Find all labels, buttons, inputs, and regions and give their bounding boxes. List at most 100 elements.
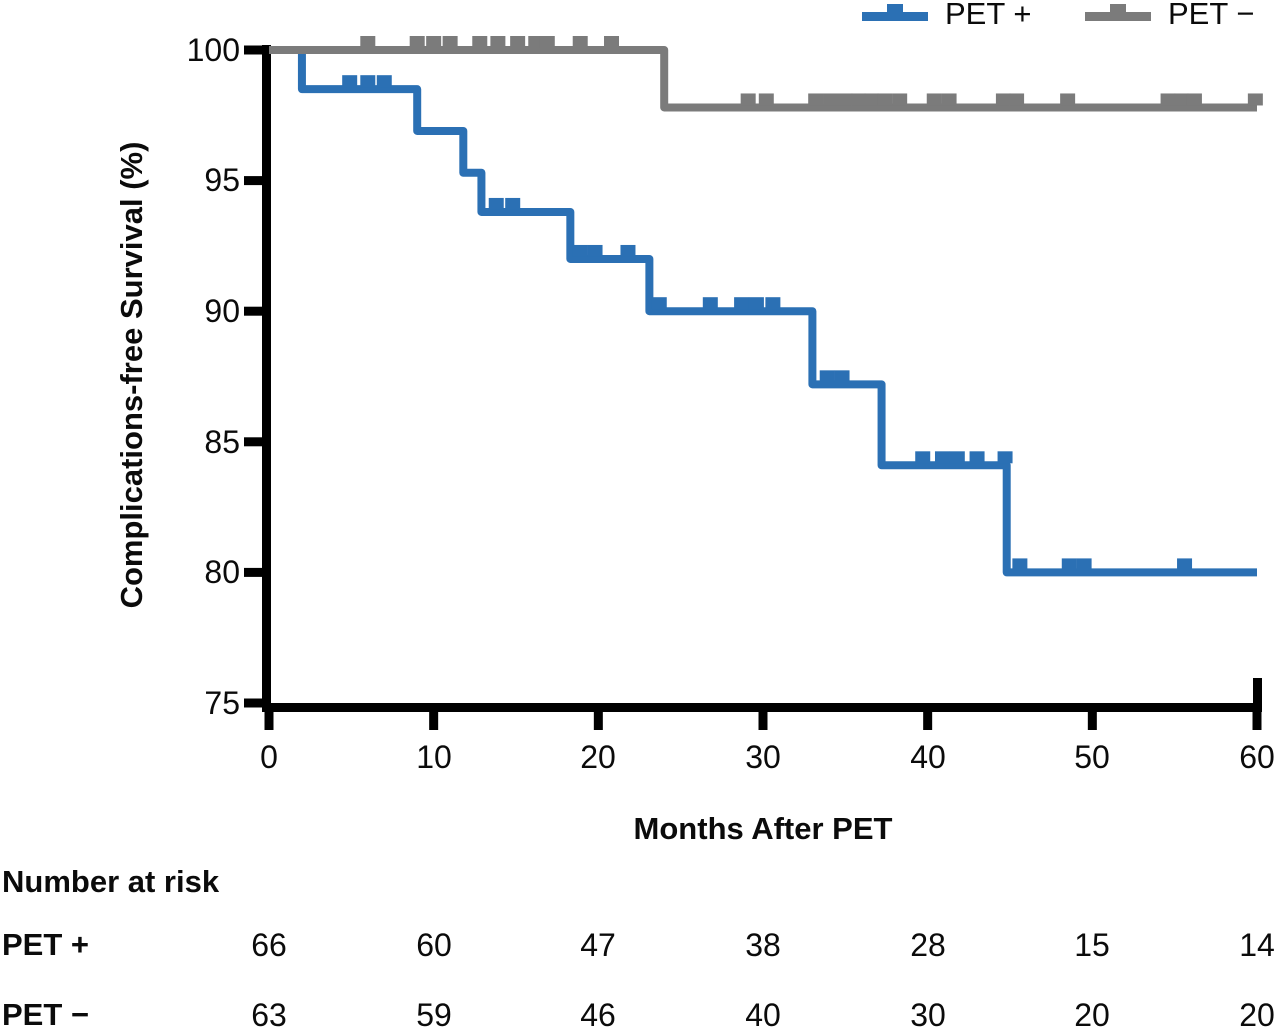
censor-tick-icon [1173, 93, 1189, 106]
x-axis-tick [1087, 703, 1097, 730]
censor-tick-icon [837, 93, 853, 106]
censor-tick-icon [342, 75, 358, 88]
risk-value: 30 [910, 997, 946, 1033]
censor-tick-icon [1186, 93, 1202, 106]
y-tick-label: 80 [204, 554, 240, 590]
censor-tick-icon [823, 93, 839, 106]
y-tick-label: 100 [186, 32, 240, 68]
risk-value: 59 [416, 997, 452, 1033]
censor-tick-icon [604, 36, 620, 48]
y-tick-label: 85 [204, 424, 240, 460]
x-tick-label: 60 [1239, 739, 1275, 775]
y-axis-tick [244, 306, 262, 316]
censor-tick-icon [1060, 93, 1076, 106]
risk-value: 28 [910, 927, 946, 963]
risk-value: 20 [1239, 997, 1275, 1033]
risk-value: 14 [1239, 927, 1275, 963]
censor-tick-icon [997, 451, 1013, 464]
x-axis-tick [923, 703, 933, 730]
censor-tick-icon [702, 297, 718, 310]
x-axis-tick [264, 703, 274, 730]
censor-tick-icon [651, 297, 667, 310]
censor-tick-icon [1009, 93, 1025, 106]
y-axis-tick [244, 437, 262, 447]
risk-value: 20 [1074, 997, 1110, 1033]
censor-tick-icon [528, 36, 544, 48]
risk-value: 63 [251, 997, 287, 1033]
x-axis-tick [593, 703, 603, 730]
censor-tick-icon [926, 93, 942, 106]
censor-tick-icon [934, 451, 950, 464]
censor-tick-icon [758, 93, 774, 106]
censor-tick-icon [740, 93, 756, 106]
censor-tick-icon [851, 93, 867, 106]
x-tick-label: 20 [580, 739, 616, 775]
censor-tick-icon [949, 451, 965, 464]
censor-tick-icon [1012, 558, 1028, 571]
censor-tick-icon [808, 93, 824, 106]
legend-item-pet-negative: PET − [1085, 0, 1280, 34]
survival-curve [269, 46, 1257, 112]
x-axis-tick [1252, 703, 1262, 730]
x-tick-label: 50 [1074, 739, 1110, 775]
legend-item-pet-positive: PET + [862, 0, 1072, 34]
y-tick-label: 90 [204, 293, 240, 329]
legend-label: PET + [945, 0, 1032, 31]
censor-tick-icon [1076, 558, 1092, 571]
risk-row-label-pet-negative: PET − [2, 997, 90, 1032]
censor-tick-icon [1247, 93, 1263, 106]
censor-tick-icon [892, 93, 908, 106]
x-axis-title: Months After PET [633, 811, 893, 846]
censor-tick-icon [819, 370, 835, 383]
censor-tick-icon [510, 36, 526, 48]
risk-value: 40 [745, 997, 781, 1033]
censor-tick-icon [765, 297, 781, 310]
x-tick-label: 30 [745, 739, 781, 775]
pet-negative-step-marker-icon [1085, 0, 1151, 34]
x-tick-label: 40 [910, 739, 946, 775]
censor-tick-icon [360, 75, 376, 88]
censor-tick-icon [1177, 558, 1193, 571]
censor-tick-icon [505, 197, 521, 210]
x-axis-tick [429, 703, 439, 730]
x-tick-label: 10 [416, 739, 452, 775]
censor-tick-icon [864, 93, 880, 106]
x-tick-label: 0 [260, 739, 278, 775]
risk-value: 46 [580, 997, 616, 1033]
risk-value: 15 [1074, 927, 1110, 963]
censor-tick-icon [969, 451, 985, 464]
censor-tick-icon [572, 244, 588, 257]
censor-tick-icon [1160, 93, 1176, 106]
risk-value: 47 [580, 927, 616, 963]
censor-tick-icon [587, 244, 603, 257]
risk-row-label-pet-positive: PET + [2, 927, 90, 962]
risk-value: 60 [416, 927, 452, 963]
censor-tick-icon [572, 36, 588, 48]
censor-tick-icon [488, 197, 504, 210]
censor-tick-icon [539, 36, 555, 48]
y-axis-tick [244, 176, 262, 186]
y-axis-spine [262, 45, 271, 712]
censor-tick-icon [409, 36, 425, 48]
legend-label: PET − [1168, 0, 1255, 31]
y-axis-tick [244, 45, 262, 55]
y-axis-tick [244, 698, 262, 708]
censor-tick-icon [490, 36, 506, 48]
x-axis-end-cap [1253, 678, 1262, 712]
pet-positive-step-marker-icon [862, 0, 928, 34]
y-axis-tick [244, 567, 262, 577]
censor-tick-icon [941, 93, 957, 106]
risk-value: 38 [745, 927, 781, 963]
censor-tick-icon [376, 75, 392, 88]
y-tick-label: 95 [204, 162, 240, 198]
censor-tick-icon [620, 244, 636, 257]
survival-curve [269, 46, 1257, 577]
censor-tick-icon [426, 36, 442, 48]
censor-tick-icon [442, 36, 458, 48]
censor-tick-icon [995, 93, 1011, 106]
y-tick-label: 75 [204, 685, 240, 721]
risk-table-title: Number at risk [2, 864, 220, 899]
risk-value: 66 [251, 927, 287, 963]
censor-tick-icon [360, 36, 376, 48]
